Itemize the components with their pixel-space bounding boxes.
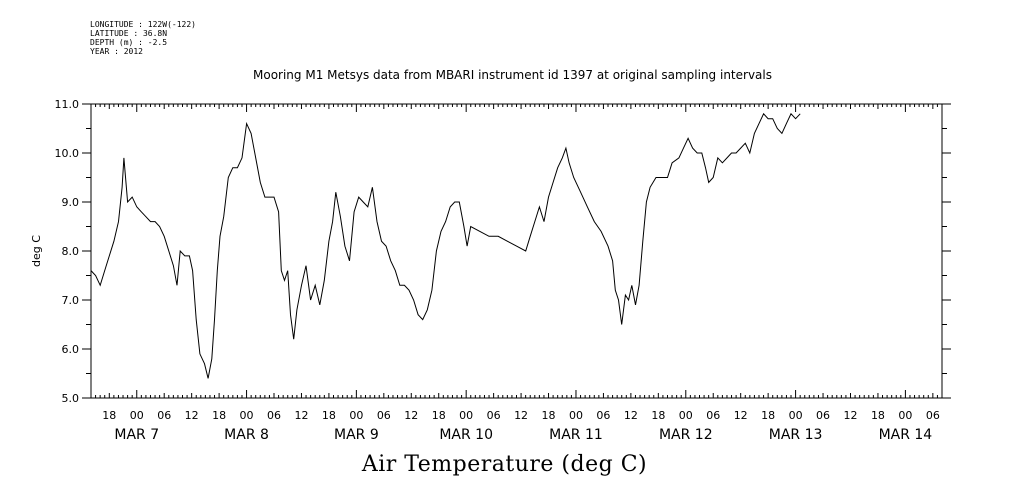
x-hour-label: 12 (294, 409, 308, 422)
y-tick-label: 7.0 (62, 294, 80, 307)
x-hour-label: 00 (679, 409, 693, 422)
y-tick-label: 11.0 (55, 98, 80, 111)
x-axis-title: Air Temperature (deg C) (361, 452, 648, 477)
x-hour-label: 12 (843, 409, 857, 422)
x-hour-label: 18 (322, 409, 336, 422)
x-hour-label: 00 (569, 409, 583, 422)
depth-label: DEPTH (m) : -2.5 (90, 38, 168, 47)
y-tick-label: 5.0 (62, 392, 80, 405)
x-hour-label: 06 (816, 409, 830, 422)
x-hour-label: 00 (240, 409, 254, 422)
x-day-label: MAR 13 (769, 427, 823, 443)
x-hour-label: 06 (926, 409, 940, 422)
x-hour-label: 06 (706, 409, 720, 422)
x-hour-label: 06 (377, 409, 391, 422)
metadata-block: LONGITUDE : 122W(-122) LATITUDE : 36.8N DE… (90, 20, 196, 56)
year-label: YEAR : 2012 (90, 47, 143, 56)
x-hour-label: 18 (871, 409, 885, 422)
y-axis-label: deg C (30, 235, 43, 267)
plot-frame (90, 103, 943, 399)
longitude-label: LONGITUDE : 122W(-122) (90, 20, 196, 29)
x-hour-label: 12 (734, 409, 748, 422)
x-day-label: MAR 14 (879, 427, 933, 443)
y-tick-label: 10.0 (55, 147, 80, 160)
x-hour-label: 18 (432, 409, 446, 422)
x-hour-label: 06 (487, 409, 501, 422)
latitude-label: LATITUDE : 36.8N (90, 29, 168, 38)
x-day-label: MAR 9 (334, 427, 379, 443)
x-hour-label: 12 (624, 409, 638, 422)
x-hour-label: 00 (130, 409, 144, 422)
y-tick-label: 9.0 (62, 196, 80, 209)
x-hour-label: 18 (651, 409, 665, 422)
x-hour-label: 06 (596, 409, 610, 422)
y-tick-label: 6.0 (62, 343, 80, 356)
x-hour-label: 12 (185, 409, 199, 422)
x-day-label: MAR 12 (659, 427, 713, 443)
x-hour-label: 18 (212, 409, 226, 422)
y-tick-label: 8.0 (62, 245, 80, 258)
x-day-label: MAR 11 (549, 427, 603, 443)
x-hour-label: 00 (898, 409, 912, 422)
x-hour-label: 00 (789, 409, 803, 422)
chart-title: Mooring M1 Metsys data from MBARI instru… (253, 68, 772, 82)
x-hour-label: 18 (102, 409, 116, 422)
x-hour-label: 12 (404, 409, 418, 422)
x-hour-label: 06 (267, 409, 281, 422)
temperature-series-line (90, 112, 801, 379)
x-day-label: MAR 7 (114, 427, 159, 443)
x-hour-label: 06 (157, 409, 171, 422)
x-hour-label: 00 (459, 409, 473, 422)
x-hour-label: 12 (514, 409, 528, 422)
x-hour-label: 18 (542, 409, 556, 422)
x-day-label: MAR 8 (224, 427, 269, 443)
tick-labels: 5.0 6.0 7.0 8.0 9.0 10.0 11.0 18 00 06 12 18 00 06 12 1… (55, 98, 940, 443)
x-hour-label: 00 (349, 409, 363, 422)
x-day-label: MAR 10 (439, 427, 493, 443)
x-hour-label: 18 (761, 409, 775, 422)
